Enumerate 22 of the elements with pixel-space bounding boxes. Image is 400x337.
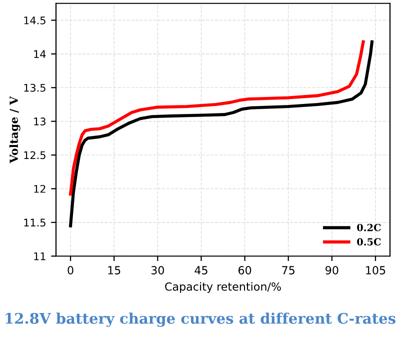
x-tick-label: 15 — [108, 266, 120, 274]
x-tick-label: 90 — [326, 266, 338, 274]
y-tick-label: 12 — [34, 184, 46, 193]
line-series — [68, 40, 365, 196]
text: 12.8V battery charge curves at different C-rates — [6, 312, 396, 327]
y-tick-label: 11.5 — [24, 218, 46, 227]
x-tick-label: 45 — [194, 266, 208, 274]
x-tick-label: 105 — [366, 266, 386, 274]
y-tick-label: 12.5 — [24, 151, 46, 160]
y-tick-label: 11 — [34, 252, 46, 260]
x-axis-title: Capacity retention/% — [165, 282, 281, 293]
x-tick-label: 60 — [238, 266, 252, 274]
y-tick-label: 13 — [34, 118, 46, 126]
y-tick-label: 14.5 — [24, 16, 46, 24]
legend-label: 0.5C — [357, 238, 381, 246]
x-tick-label: 0 — [68, 266, 74, 274]
y-axis-title: Voltage / V — [9, 96, 20, 164]
x-tick-label: 30 — [151, 266, 164, 274]
x-tick-label: 75 — [282, 266, 294, 274]
y-tick-label: 14 — [34, 50, 46, 58]
y-tick-label: 13.5 — [24, 84, 46, 92]
legend-label: 0.2C — [357, 224, 381, 232]
